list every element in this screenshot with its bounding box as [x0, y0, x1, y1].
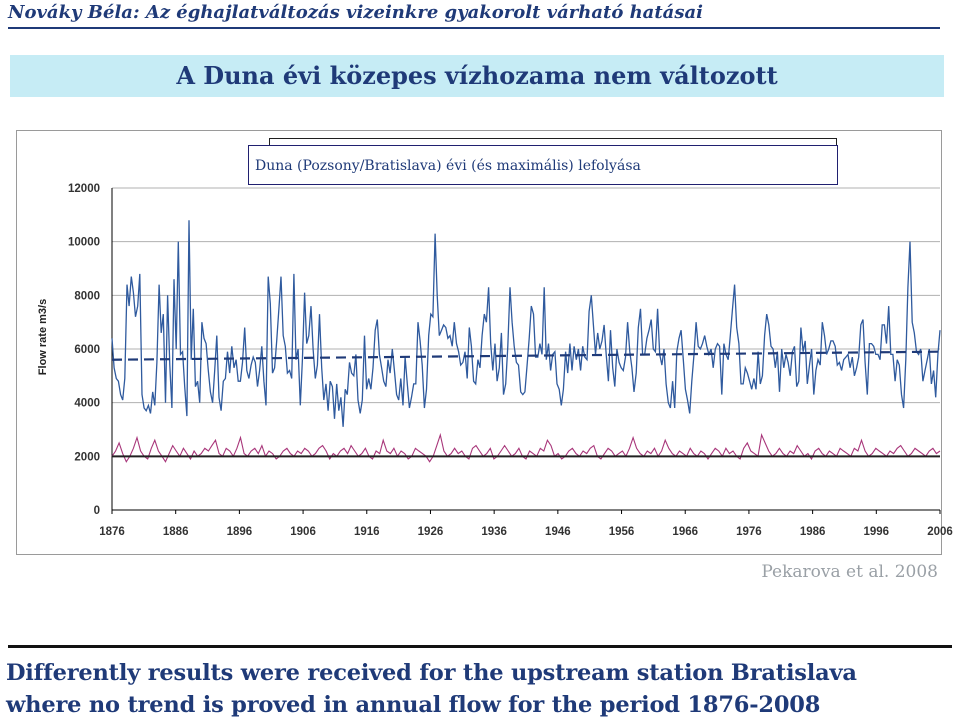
y-tick-label: 2000 [74, 451, 100, 463]
series-trend-line [111, 350, 941, 361]
x-tick-label: 1946 [545, 526, 571, 538]
y-tick-label: 8000 [74, 290, 100, 302]
banner-title: A Duna évi közepes vízhozama nem változo… [176, 61, 778, 90]
footer-line-2: where no trend is proved in annual flow … [6, 692, 821, 718]
x-tick-label: 1906 [290, 526, 316, 538]
footer-line-1: Differently results were received for th… [6, 660, 857, 686]
x-tick-label: 1916 [354, 526, 380, 538]
y-axis-label: Flow rate m3/s [37, 299, 49, 375]
x-tick-label: 1956 [609, 526, 635, 538]
x-tick-label: 1996 [864, 526, 890, 538]
y-tick-label: 12000 [68, 183, 100, 195]
y-tick-label: 4000 [74, 398, 100, 410]
y-tick-label: 6000 [74, 344, 100, 356]
source-citation: Pekarova et al. 2008 [761, 562, 938, 582]
series-annual-flow-line [111, 432, 941, 463]
chart-frame [16, 130, 942, 555]
header-title: Nováky Béla: Az éghajlatváltozás vizeink… [8, 2, 703, 23]
chart-title-tab [269, 138, 837, 145]
x-tick-label: 1966 [672, 526, 698, 538]
footer-rule [8, 645, 952, 648]
x-tick-label: 1876 [99, 526, 125, 538]
chart-title: Duna (Pozsony/Bratislava) évi (és maximá… [255, 158, 641, 174]
y-tick-label: 10000 [68, 237, 100, 249]
title-banner: A Duna évi közepes vízhozama nem változo… [10, 55, 944, 97]
x-tick-label: 1936 [481, 526, 507, 538]
x-tick-label: 1926 [418, 526, 444, 538]
x-tick-label: 1896 [227, 526, 253, 538]
series-max-flow-line [111, 220, 941, 427]
x-tick-label: 1986 [800, 526, 826, 538]
x-tick-label: 2006 [927, 526, 953, 538]
x-tick-label: 1976 [736, 526, 762, 538]
y-tick-label: 0 [94, 505, 100, 517]
header-rule [8, 27, 940, 29]
x-tick-label: 1886 [163, 526, 189, 538]
chart-title-box: Duna (Pozsony/Bratislava) évi (és maximá… [248, 145, 838, 185]
